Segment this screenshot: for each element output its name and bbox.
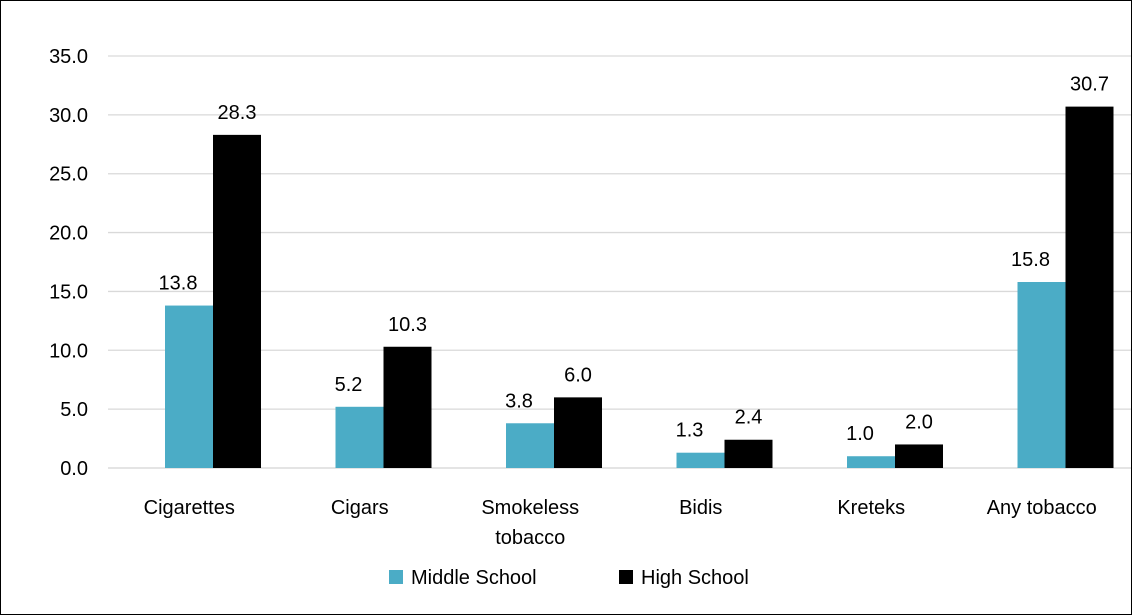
category-label: Any tobacco bbox=[987, 497, 1097, 519]
x-axis-categories: Cigarettes Cigars Smokeless tobacco Bidis Kre… bbox=[144, 497, 1097, 549]
bar-high-school bbox=[1065, 106, 1114, 469]
y-axis-ticks: 0.0 5.0 10.0 15.0 20.0 25.0 30.0 35.0 bbox=[49, 46, 88, 480]
legend-label-high-school: High School bbox=[641, 567, 749, 589]
data-label-middle-school: 1.3 bbox=[676, 420, 704, 442]
category-label: Cigars bbox=[331, 497, 389, 519]
data-label-high-school: 28.3 bbox=[218, 102, 257, 124]
data-label-high-school: 2.0 bbox=[905, 411, 933, 433]
y-tick-label: 30.0 bbox=[49, 105, 88, 127]
bar-middle-school bbox=[676, 452, 725, 468]
bar-middle-school bbox=[1017, 282, 1066, 468]
data-label-high-school: 30.7 bbox=[1070, 74, 1109, 96]
legend: Middle School High School bbox=[389, 567, 749, 589]
data-labels: 13.8 5.2 3.8 1.3 1.0 15.8 28.3 10.3 6.0 2.4 2.0 30.… bbox=[159, 74, 1109, 446]
data-label-high-school: 6.0 bbox=[564, 364, 592, 386]
data-label-middle-school: 3.8 bbox=[505, 390, 533, 412]
legend-swatch-middle-school bbox=[389, 570, 403, 584]
category-label: Kreteks bbox=[837, 497, 905, 519]
category-label: Bidis bbox=[679, 497, 722, 519]
category-label: Smokeless tobacco bbox=[481, 497, 579, 549]
legend-swatch-high-school bbox=[619, 570, 633, 584]
y-tick-label: 25.0 bbox=[49, 164, 88, 186]
data-label-high-school: 2.4 bbox=[735, 407, 763, 429]
bar-high-school bbox=[724, 439, 773, 468]
bar-high-school bbox=[895, 444, 943, 468]
bar-high-school bbox=[213, 134, 261, 468]
y-tick-label: 0.0 bbox=[60, 458, 88, 480]
y-tick-label: 35.0 bbox=[49, 46, 88, 68]
data-label-middle-school: 15.8 bbox=[1011, 249, 1050, 271]
bar-middle-school bbox=[847, 456, 895, 468]
bar-middle-school bbox=[165, 305, 213, 468]
data-label-middle-school: 5.2 bbox=[335, 374, 363, 396]
y-tick-label: 20.0 bbox=[49, 223, 88, 245]
legend-label-middle-school: Middle School bbox=[411, 567, 537, 589]
bar-high-school bbox=[554, 397, 602, 468]
gridlines bbox=[108, 55, 1131, 469]
y-tick-label: 15.0 bbox=[49, 281, 88, 303]
y-tick-label: 10.0 bbox=[49, 340, 88, 362]
bar-middle-school bbox=[335, 406, 384, 468]
bar-high-school bbox=[383, 346, 432, 468]
bars bbox=[165, 106, 1114, 469]
data-label-middle-school: 13.8 bbox=[159, 273, 198, 295]
category-label: Cigarettes bbox=[144, 497, 235, 519]
data-label-high-school: 10.3 bbox=[388, 314, 427, 336]
y-tick-label: 5.0 bbox=[60, 399, 88, 421]
bar-middle-school bbox=[506, 423, 554, 468]
data-label-middle-school: 1.0 bbox=[846, 423, 874, 445]
